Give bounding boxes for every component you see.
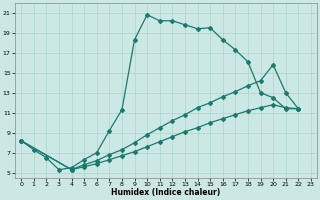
X-axis label: Humidex (Indice chaleur): Humidex (Indice chaleur): [111, 188, 221, 197]
